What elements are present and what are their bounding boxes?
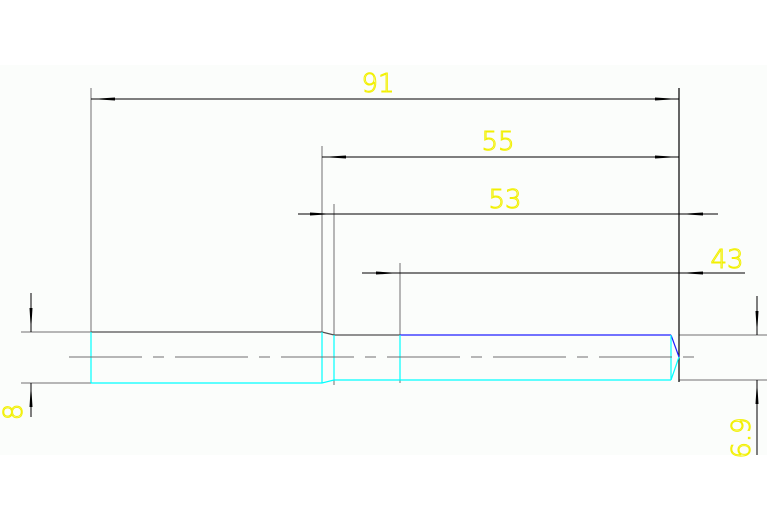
dim-text-43: 43 (710, 245, 743, 275)
dim-text-55: 55 (481, 127, 514, 157)
dim-text-6.9: 6.9 (727, 417, 757, 458)
dim-text-91: 91 (361, 69, 394, 99)
dim-text-8: 8 (0, 404, 29, 421)
drawing-area (0, 65, 767, 455)
dimension-lines (29, 97, 759, 455)
dim-text-53: 53 (488, 185, 521, 215)
